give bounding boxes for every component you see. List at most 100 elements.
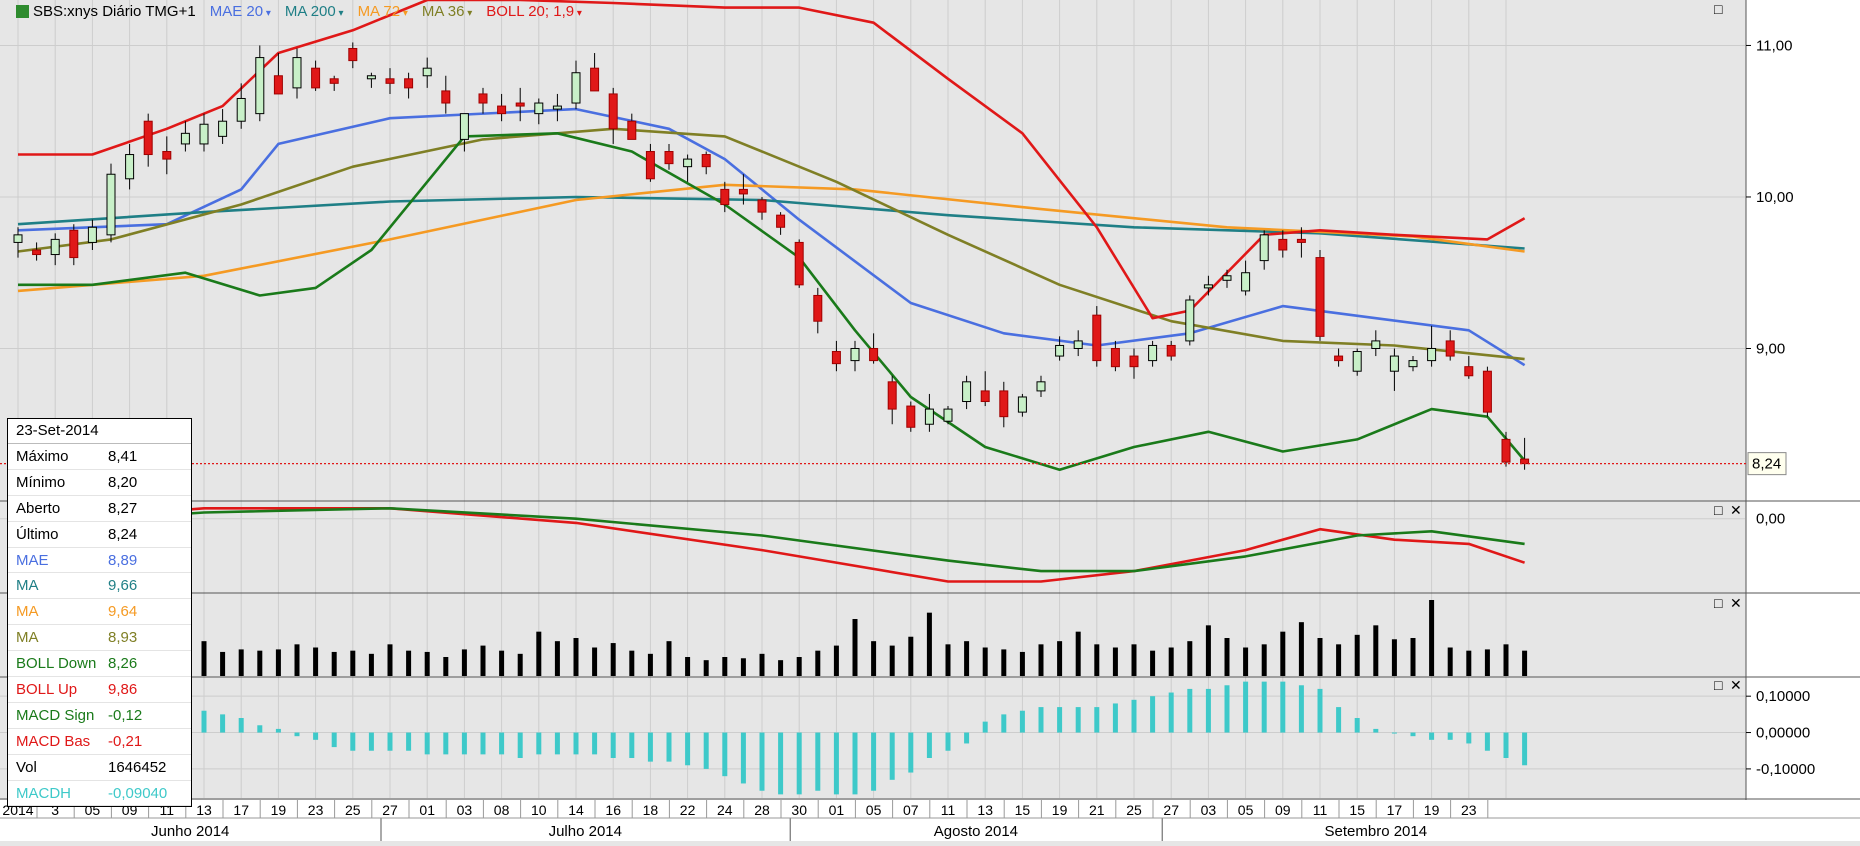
data-window-label: BOLL Up [16,680,78,698]
day-label: 16 [605,802,621,818]
data-window-label: MA [16,577,39,595]
candle-body [478,93,488,104]
day-label: 19 [1052,802,1068,818]
data-window-label: Aberto [16,499,61,517]
volume-bar [536,631,542,676]
chart-type-icon [16,5,29,18]
volume-bar [1205,625,1211,676]
data-window-value: 8,26 [108,655,138,673]
candle-body [422,67,432,77]
legend-label: BOLL 20; 1,9 [486,3,575,20]
price-tick-label: 9,00 [1756,340,1785,357]
legend-item-4[interactable]: MA 36 [422,3,472,20]
candle-body [1241,272,1251,292]
volume-bar [1057,641,1063,676]
maximize-histogram-panel-icon[interactable]: □ [1714,677,1723,693]
candle-body [906,405,916,428]
candle-body [776,214,786,228]
candle-body [180,132,190,145]
maximize-main-panel-icon[interactable]: □ [1714,1,1723,17]
month-label: Setembro 2014 [1325,823,1428,840]
candle-body [143,120,153,156]
day-label: 18 [643,802,659,818]
hist-tick-label: -0,10000 [1756,761,1815,778]
volume-bar [350,650,356,676]
day-label: 05 [1238,802,1254,818]
volume-bar [629,650,635,676]
day-label: 28 [754,802,770,818]
volume-bar [982,647,988,676]
candle-body [831,351,841,365]
candle-body [794,241,804,286]
macd-hist-bar [1094,707,1100,733]
candle-body [32,249,42,256]
candle-body [571,72,581,104]
close-volume-panel-icon[interactable]: ✕ [1730,595,1742,611]
legend-item-2[interactable]: MA 200 [285,3,344,20]
macd-hist-bar [629,732,635,758]
day-label: 24 [717,802,733,818]
candle-body [943,408,953,422]
candle-body [645,151,655,180]
data-window-row: MACD Bas -0,21 [8,729,191,755]
volume-bar [201,641,207,676]
candle-body [683,158,693,168]
candle-body [69,229,79,259]
macd-hist-bar [1168,692,1174,733]
volume-bar [1094,644,1100,676]
day-label: 19 [271,802,287,818]
candle-body [1166,344,1176,357]
macd-hist-bar [480,732,486,755]
data-window-label: BOLL Down [16,655,97,673]
candle-body [162,151,172,160]
macd-hist-bar [424,732,430,755]
macd-hist-bar [740,732,746,784]
volume-bar [220,651,226,676]
candle-body [1501,438,1511,463]
candle-body [980,390,990,403]
legend-item-1[interactable]: MAE 20 [210,3,271,20]
macd-hist-bar [443,732,449,755]
month-label: Agosto 2014 [934,823,1018,840]
legend-item-3[interactable]: MA 72 [358,3,408,20]
volume-bar [573,638,579,676]
macd-hist-bar [1243,681,1249,733]
day-label: 07 [903,802,919,818]
candle-body [962,381,972,403]
macd-tick-label: 0,00 [1756,511,1785,528]
close-macd-panel-icon[interactable]: ✕ [1730,502,1742,518]
series-line-5 [18,132,1526,471]
macd-hist-bar [1317,688,1323,733]
macd-hist-bar [889,732,895,780]
day-label: 15 [1349,802,1365,818]
volume-bar [313,647,319,676]
volume-bar [1298,622,1304,676]
volume-bar [1503,644,1509,676]
volume-bar [1224,638,1230,676]
volume-bar [1168,647,1174,676]
maximize-volume-panel-icon[interactable]: □ [1714,595,1723,611]
volume-bar [1075,631,1081,676]
macd-hist-bar [1131,699,1137,733]
macd-hist-bar [275,728,281,733]
volume-bar [554,641,560,676]
macd-hist-bar [461,732,467,755]
candle-body [515,102,525,107]
legend-item-0[interactable]: SBS:xnys Diário TMG+1 [16,3,196,20]
day-label: 11 [1313,802,1328,818]
day-label: 05 [866,802,882,818]
macd-hist-bar [945,732,951,751]
hist-tick-label: 0,00000 [1756,725,1810,742]
candle-body [1017,396,1027,413]
macd-hist-bar [1447,732,1453,740]
macd-hist-bar [1057,707,1063,733]
volume-bar [778,660,784,676]
legend-item-5[interactable]: BOLL 20; 1,9 [486,3,582,20]
candle-body [385,78,395,84]
close-histogram-panel-icon[interactable]: ✕ [1730,677,1742,693]
data-window-row: BOLL Up 9,86 [8,677,191,703]
macd-hist-bar [852,732,858,795]
maximize-macd-panel-icon[interactable]: □ [1714,502,1723,518]
day-label: 19 [1424,802,1440,818]
